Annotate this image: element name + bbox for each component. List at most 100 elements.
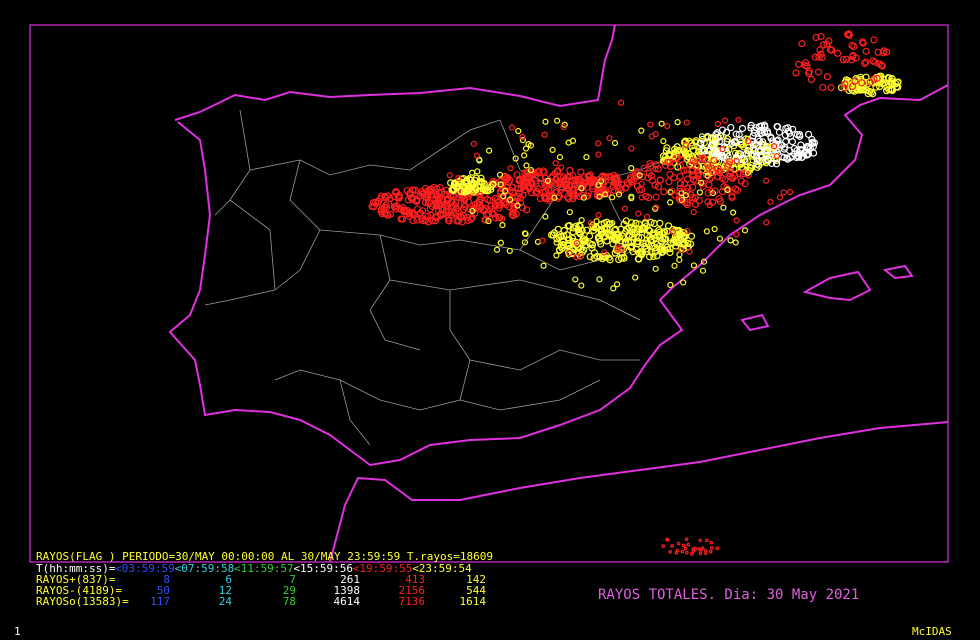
strike: [704, 198, 712, 206]
strike: [585, 232, 594, 240]
strike: [615, 233, 624, 241]
strike: [842, 76, 850, 84]
strike: [683, 166, 691, 174]
strike: [556, 154, 564, 161]
strike: [628, 193, 635, 200]
strike: [521, 152, 528, 159]
strike: [469, 169, 476, 176]
strike: [683, 119, 690, 126]
strike: [629, 176, 638, 184]
strike: [369, 199, 377, 207]
strike: [811, 53, 819, 61]
strike: [497, 181, 504, 188]
strike: [621, 205, 629, 212]
strike: [741, 227, 749, 234]
strike: [676, 162, 685, 170]
strike: [575, 221, 583, 230]
strike: [738, 124, 747, 133]
strike: [692, 162, 701, 170]
strike: [596, 276, 603, 283]
strike: [685, 550, 689, 555]
strike: [499, 215, 506, 222]
strike: [586, 171, 594, 179]
strike: [688, 193, 696, 202]
strike: [502, 187, 509, 194]
strike: [638, 194, 645, 201]
strike: [396, 205, 404, 213]
strike: [793, 130, 801, 139]
strike: [674, 551, 679, 555]
strike: [690, 209, 697, 216]
strike: [556, 173, 564, 181]
strike: [578, 185, 585, 192]
strike: [548, 178, 557, 186]
strike: [733, 157, 740, 165]
strike: [760, 121, 769, 129]
strike: [700, 154, 708, 162]
strike: [805, 69, 813, 77]
strike: [695, 171, 702, 178]
strike: [675, 196, 683, 203]
strike: [489, 210, 497, 218]
count-value: 1398: [334, 584, 361, 597]
strike: [656, 176, 664, 184]
strike: [614, 187, 623, 196]
strike: [796, 150, 804, 158]
strike: [564, 222, 572, 230]
strike: [812, 33, 820, 42]
strike: [473, 152, 481, 159]
strike: [411, 186, 420, 194]
strike: [627, 243, 636, 251]
strike: [698, 538, 702, 543]
strike: [671, 262, 678, 269]
strike: [732, 130, 740, 138]
strike: [540, 178, 549, 186]
count-value: 1614: [460, 595, 487, 608]
strike: [671, 153, 678, 160]
strike: [470, 180, 478, 188]
map-title: RAYOS TOTALES. Dia: 30 May 2021: [598, 587, 859, 603]
strike: [565, 139, 572, 146]
strike: [477, 174, 485, 182]
strike: [700, 139, 708, 147]
strike: [413, 196, 421, 204]
strike: [744, 169, 751, 176]
strike: [667, 189, 674, 196]
strike: [772, 160, 781, 168]
strike: [525, 141, 532, 148]
strike: [659, 235, 667, 243]
strike: [581, 241, 590, 249]
strike: [732, 185, 740, 193]
strike: [643, 213, 651, 220]
strike: [708, 167, 717, 176]
strike: [665, 537, 669, 542]
strike: [659, 157, 668, 165]
strike: [382, 194, 390, 202]
strike: [578, 217, 585, 224]
strike: [716, 235, 723, 242]
strike: [444, 195, 453, 203]
row-label: RAYOSo(13583)=: [36, 595, 129, 608]
strike: [539, 167, 547, 175]
strike: [776, 194, 784, 201]
strike: [727, 123, 735, 132]
strike: [461, 203, 469, 211]
strike: [698, 551, 703, 556]
strike: [632, 274, 639, 281]
strike: [506, 176, 514, 184]
strike: [708, 187, 715, 195]
count-value: 261: [340, 573, 360, 586]
strike: [564, 185, 572, 193]
strike: [497, 239, 504, 246]
strike: [569, 245, 577, 253]
strike: [670, 544, 674, 548]
strike: [580, 246, 588, 254]
period-label: <15:59:56: [293, 562, 353, 575]
strike: [685, 137, 693, 145]
strike: [674, 119, 681, 126]
strike: [842, 55, 851, 63]
strike: [644, 240, 653, 248]
strike: [794, 152, 802, 160]
strike: [709, 141, 717, 149]
strike: [532, 189, 540, 197]
